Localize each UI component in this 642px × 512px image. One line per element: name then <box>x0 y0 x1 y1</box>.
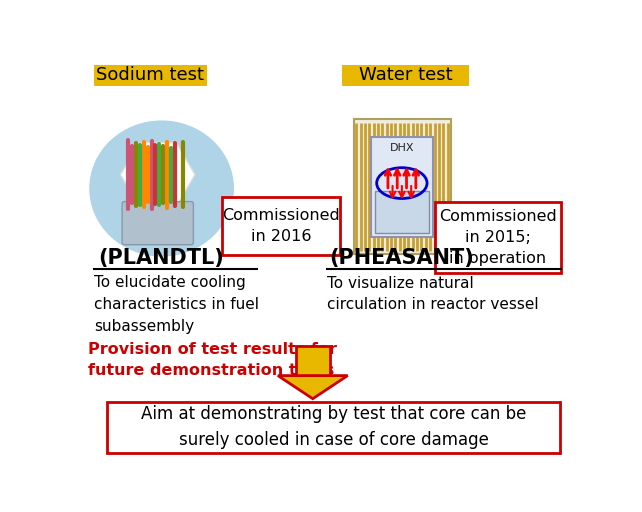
FancyBboxPatch shape <box>371 137 433 237</box>
Bar <box>296 346 330 376</box>
FancyBboxPatch shape <box>435 202 560 273</box>
Text: Commissioned
in 2016: Commissioned in 2016 <box>222 208 340 244</box>
Text: Water test: Water test <box>359 66 453 84</box>
Text: Provision of test results for
future demonstration tests: Provision of test results for future dem… <box>88 343 337 378</box>
FancyBboxPatch shape <box>122 202 193 245</box>
FancyBboxPatch shape <box>375 191 429 233</box>
Text: Commissioned
in 2015;
in operation: Commissioned in 2015; in operation <box>439 209 557 266</box>
FancyBboxPatch shape <box>222 197 340 255</box>
FancyBboxPatch shape <box>107 402 560 453</box>
Bar <box>342 66 469 86</box>
Text: Aim at demonstrating by test that core can be
surely cooled in case of core dama: Aim at demonstrating by test that core c… <box>141 405 526 450</box>
Text: (PLANDTL): (PLANDTL) <box>99 248 225 268</box>
Text: To elucidate cooling
characteristics in fuel
subassembly: To elucidate cooling characteristics in … <box>94 275 259 334</box>
Text: (PHEASANT): (PHEASANT) <box>329 248 474 268</box>
Bar <box>94 66 207 86</box>
FancyBboxPatch shape <box>354 119 451 254</box>
Text: Sodium test: Sodium test <box>96 66 204 84</box>
Text: To visualize natural
circulation in reactor vessel: To visualize natural circulation in reac… <box>327 275 539 312</box>
Text: DHX: DHX <box>390 143 415 153</box>
Polygon shape <box>278 376 347 399</box>
Ellipse shape <box>90 121 233 256</box>
